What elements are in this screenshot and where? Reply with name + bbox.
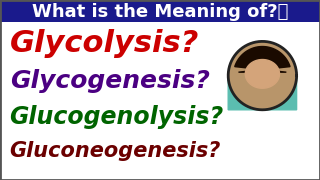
Text: Glycolysis?: Glycolysis? (10, 29, 199, 58)
Polygon shape (235, 47, 290, 72)
Text: Glycogenesis?: Glycogenesis? (10, 69, 210, 93)
FancyBboxPatch shape (0, 0, 320, 22)
Polygon shape (245, 60, 279, 88)
Text: Gluconeogenesis?: Gluconeogenesis? (10, 141, 221, 161)
Polygon shape (228, 76, 297, 110)
Text: What is the Meaning of?🤔: What is the Meaning of?🤔 (32, 3, 288, 21)
Polygon shape (228, 41, 297, 110)
Text: Glucogenolysis?: Glucogenolysis? (10, 105, 224, 129)
